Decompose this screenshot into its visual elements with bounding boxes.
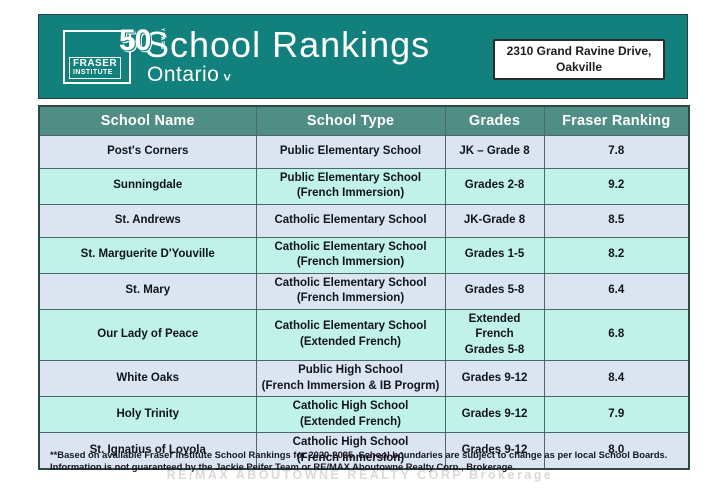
cell-school-type: Public Elementary School (French Immersi…	[255, 167, 446, 205]
address-card: 2310 Grand Ravine Drive, Oakville	[493, 39, 665, 81]
cell-school-name: St. Mary	[38, 272, 257, 310]
cell-fraser-ranking: 9.2	[543, 167, 690, 205]
cell-fraser-ranking: 7.9	[543, 396, 690, 434]
cell-school-name: St. Ignatius of Loyola	[38, 432, 257, 470]
cell-grades: JK – Grade 8	[444, 134, 545, 169]
table-row: Post's Corners Public Elementary School …	[38, 134, 690, 169]
cell-school-type: Catholic Elementary School	[255, 203, 446, 238]
cell-school-type: Catholic Elementary School (French Immer…	[255, 236, 446, 274]
column-header-school-type: School Type	[255, 105, 446, 136]
logo-line2: INSTITUTE	[73, 69, 113, 77]
cell-school-name: St. Marguerite D'Youville	[38, 236, 257, 274]
cell-grades: Grades 9-12	[444, 396, 545, 434]
cell-school-type: Catholic High School (French Immersion)	[255, 432, 446, 470]
cell-fraser-ranking: 8.0	[543, 432, 690, 470]
column-header-school-name: School Name	[38, 105, 257, 136]
cell-school-type: Public High School (French Immersion & I…	[255, 360, 446, 398]
table-row: White Oaks Public High School (French Im…	[38, 360, 690, 398]
cell-school-type: Catholic Elementary School (French Immer…	[255, 272, 446, 310]
table-row: Holy Trinity Catholic High School (Exten…	[38, 396, 690, 434]
cell-school-name: Post's Corners	[38, 134, 257, 169]
fraser-institute-logo: FRASER INSTITUTE 50 YEARS	[63, 24, 165, 84]
cell-grades: Grades 5-8	[444, 272, 545, 310]
logo-years-label: YEARS	[159, 27, 165, 50]
cell-grades: Grades 1-5	[444, 236, 545, 274]
table-row: St. Marguerite D'Youville Catholic Eleme…	[38, 236, 690, 274]
table-row: St. Ignatius of Loyola Catholic High Sch…	[38, 432, 690, 470]
cell-school-name: White Oaks	[38, 360, 257, 398]
cell-fraser-ranking: 8.2	[543, 236, 690, 274]
logo-50-badge: 50	[119, 23, 151, 57]
table-row: St. Andrews Catholic Elementary School J…	[38, 203, 690, 238]
region-label[interactable]: Ontario	[147, 63, 220, 87]
region-selector[interactable]: Ontario ˅	[147, 63, 430, 87]
logo-line1: FRASER	[73, 57, 118, 69]
table-header-row: School Name School Type Grades Fraser Ra…	[38, 105, 690, 136]
cell-fraser-ranking: 7.8	[543, 134, 690, 169]
header-banner: FRASER INSTITUTE 50 YEARS School Ranking…	[38, 14, 688, 99]
address-line-1: 2310 Grand Ravine Drive,	[506, 44, 652, 58]
table-row: Our Lady of Peace Catholic Elementary Sc…	[38, 308, 690, 362]
cell-grades: Grades 2-8	[444, 167, 545, 205]
cell-grades: Extended French Grades 5-8	[444, 308, 545, 362]
cell-school-name: St. Andrews	[38, 203, 257, 238]
cell-fraser-ranking: 8.4	[543, 360, 690, 398]
cell-school-name: Holy Trinity	[38, 396, 257, 434]
cell-fraser-ranking: 6.8	[543, 308, 690, 362]
school-rankings-table: School Name School Type Grades Fraser Ra…	[38, 105, 690, 471]
cell-grades: JK-Grade 8	[444, 203, 545, 238]
cell-school-type: Public Elementary School	[255, 134, 446, 169]
table-row: St. Mary Catholic Elementary School (Fre…	[38, 272, 690, 310]
table-row: Sunningdale Public Elementary School (Fr…	[38, 167, 690, 205]
fraser-institute-logo-text: FRASER INSTITUTE	[69, 56, 122, 79]
footnote-disclaimer: **Based on available Fraser Institute Sc…	[50, 449, 668, 473]
title-block: School Rankings Ontario ˅	[145, 23, 431, 88]
column-header-fraser-ranking: Fraser Ranking	[543, 105, 690, 136]
cell-grades: Grades 9-12	[444, 432, 545, 470]
cell-fraser-ranking: 8.5	[543, 203, 690, 238]
chevron-down-icon[interactable]: ˅	[223, 69, 231, 85]
cell-fraser-ranking: 6.4	[543, 272, 690, 310]
page-title: School Rankings	[145, 23, 431, 65]
column-header-grades: Grades	[444, 105, 545, 136]
cell-school-type: Catholic High School (Extended French)	[255, 396, 446, 434]
address-line-2: Oakville	[555, 59, 603, 74]
cell-school-name: Sunningdale	[38, 167, 257, 205]
cell-school-name: Our Lady of Peace	[38, 308, 257, 362]
cell-school-type: Catholic Elementary School (Extended Fre…	[255, 308, 446, 362]
cell-grades: Grades 9-12	[444, 360, 545, 398]
